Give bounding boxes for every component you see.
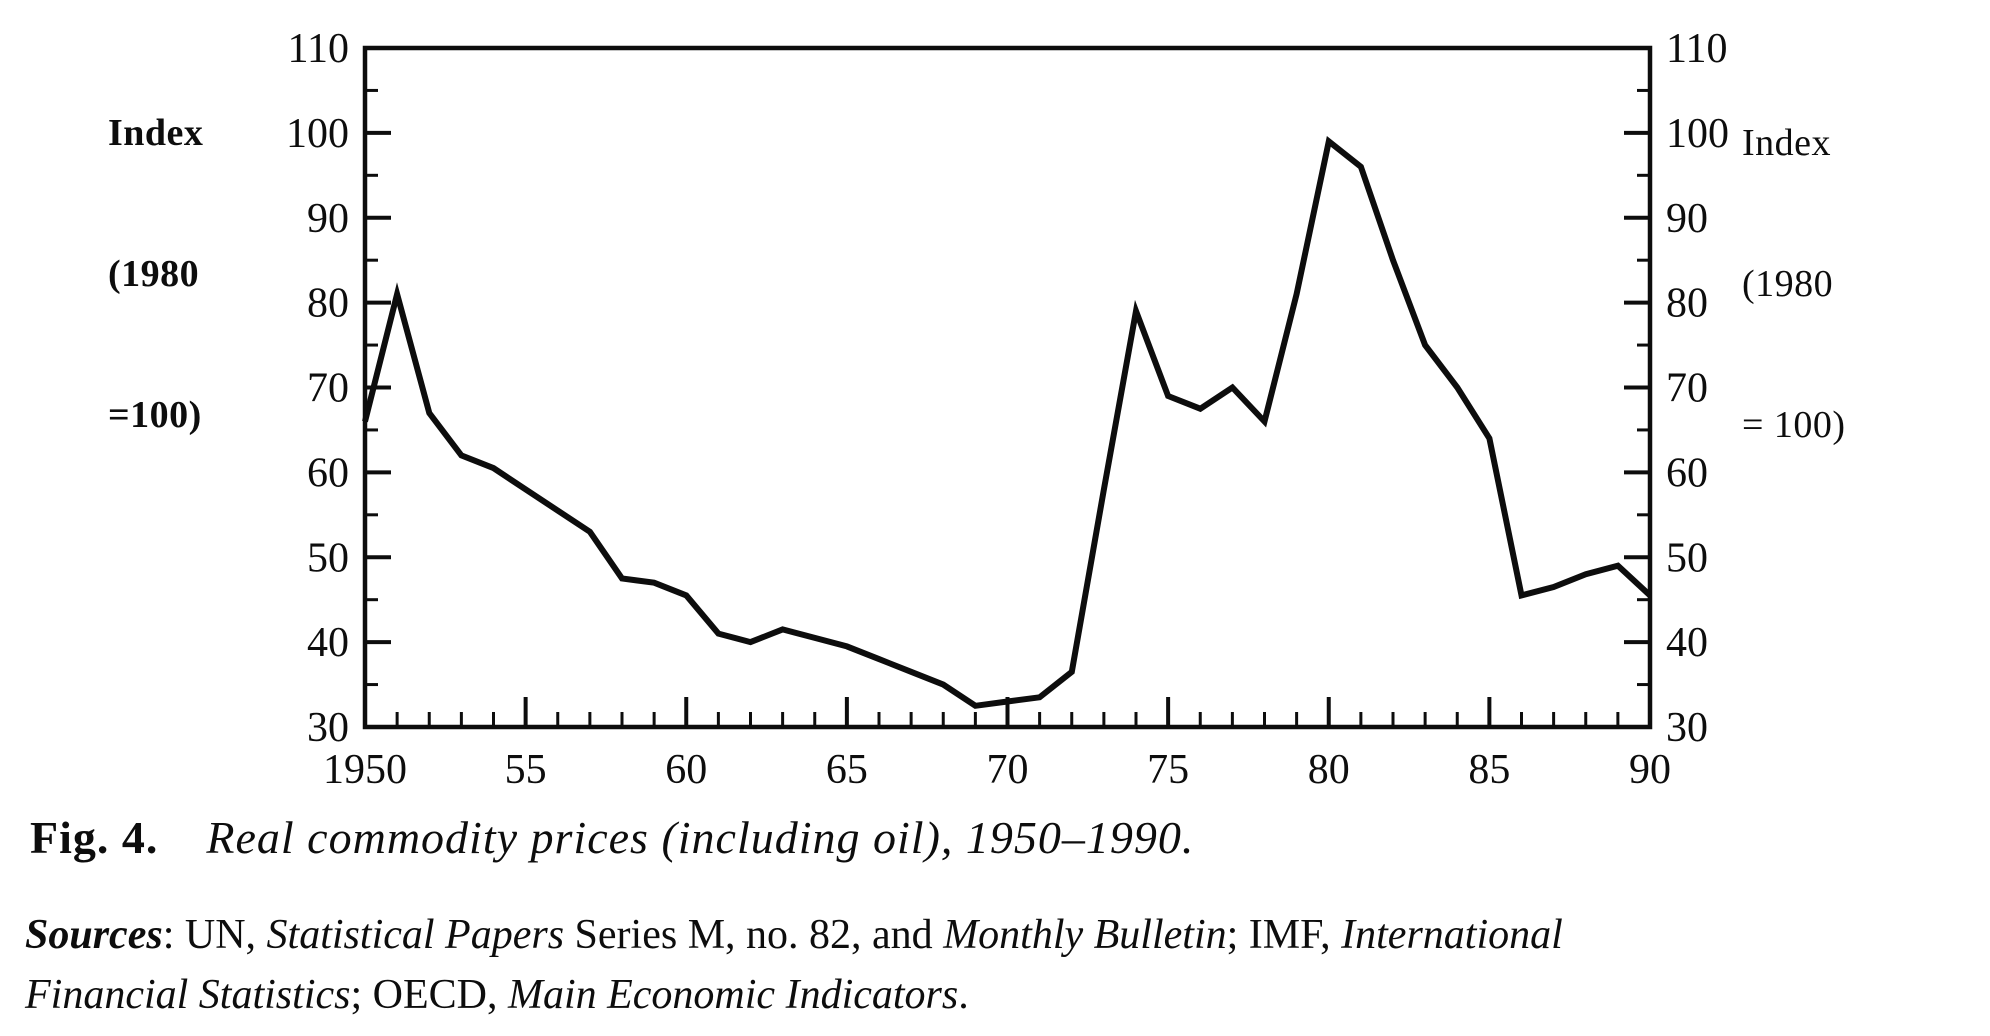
y-tick-label-right: 30 [1666,705,1708,751]
figure-title: Real commodity prices (including oil), 1… [206,812,1195,863]
x-tick-label: 65 [826,747,868,793]
y-tick-label-left: 40 [307,620,349,666]
x-tick-label: 60 [665,747,707,793]
y-axis-unit-label-left: Index (1980 =100) [108,16,203,533]
sources-line: Financial Statistics; OECD, Main Economi… [25,965,1563,1025]
y-tick-label-left: 90 [307,196,349,242]
y-tick-label-left: 30 [307,705,349,751]
y-tick-label-right: 50 [1666,535,1708,581]
y-axis-unit-line: Index [1742,122,1832,164]
sources-note: Sources: UN, Statistical Papers Series M… [25,905,1563,1025]
y-axis-unit-line: (1980 [1742,263,1834,305]
y-tick-label-left: 80 [307,281,349,327]
sources-segment: International [1341,912,1563,958]
y-tick-label-left: 100 [286,111,349,157]
y-tick-label-right: 70 [1666,366,1708,412]
sources-segment: : UN, [162,912,267,958]
sources-segment: Main Economic Indicators [507,972,959,1018]
x-tick-label: 1950 [323,747,407,793]
x-tick-label: 70 [987,747,1029,793]
y-axis-unit-line: Index [108,112,204,154]
sources-segment: Monthly Bulletin [943,912,1227,958]
x-tick-label: 80 [1308,747,1350,793]
y-tick-label-left: 110 [288,26,349,72]
y-axis-unit-line: (1980 [108,253,200,295]
commodity-price-chart: 30 30 40 40 50 50 60 60 70 70 80 80 90 90 100 100 110 110… [286,26,1729,793]
y-tick-label-right: 90 [1666,196,1708,242]
y-tick-label-right: 110 [1666,26,1727,72]
y-axis-unit-line: = 100) [1742,404,1846,446]
sources-segment: ; IMF, [1226,912,1342,958]
y-tick-label-right: 60 [1666,450,1708,496]
y-tick-label-right: 80 [1666,281,1708,327]
x-tick-label: 75 [1147,747,1189,793]
figure-number: Fig. 4. [30,812,159,863]
x-tick-label: 90 [1629,747,1671,793]
y-tick-label-left: 50 [307,535,349,581]
y-axis-unit-line: =100) [108,394,202,436]
y-tick-label-left: 60 [307,450,349,496]
y-axis-unit-label-right: Index (1980 = 100) [1742,26,1846,543]
sources-segment: ; OECD, [350,972,508,1018]
sources-line: Sources: UN, Statistical Papers Series M… [25,905,1563,965]
sources-segment: Series M, no. 82, and [564,912,944,958]
sources-segment: Sources [25,912,163,958]
sources-segment: . [958,972,969,1018]
price-index-series-line [362,136,1653,709]
sources-segment: Statistical Papers [266,912,565,958]
x-tick-label: 85 [1468,747,1510,793]
figure-caption: Fig. 4. Real commodity prices (including… [30,810,1194,866]
y-tick-label-right: 40 [1666,620,1708,666]
sources-segment: Financial Statistics [25,972,351,1018]
y-tick-label-right: 100 [1666,111,1729,157]
x-tick-label: 55 [505,747,547,793]
y-tick-label-left: 70 [307,366,349,412]
